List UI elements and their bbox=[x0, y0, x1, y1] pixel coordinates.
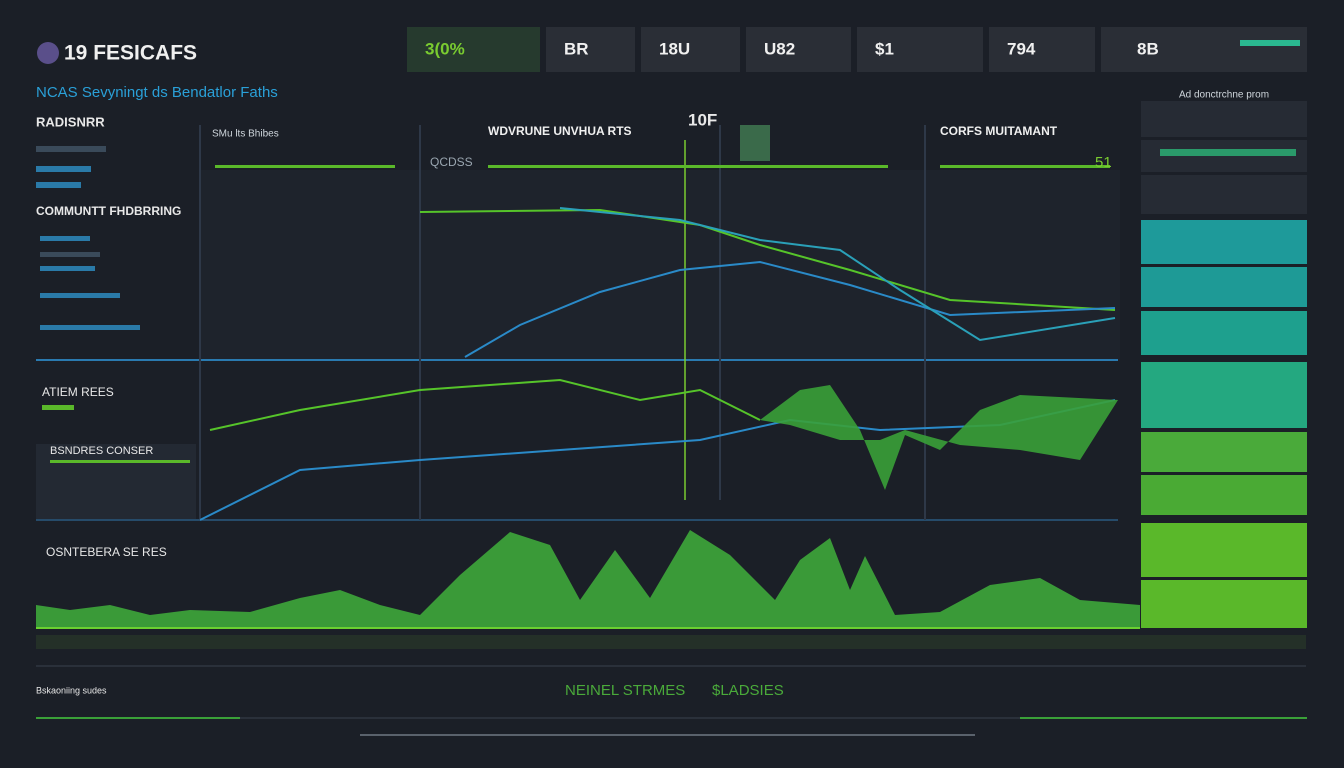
stat-tile bbox=[641, 27, 740, 72]
tile bbox=[1141, 311, 1307, 355]
stat-tile bbox=[407, 27, 540, 72]
placeholder-row bbox=[36, 146, 106, 152]
stat-tile bbox=[857, 27, 983, 72]
stat-value: 3(0% bbox=[425, 39, 465, 58]
subtitle: NCAS Sevyningt ds Bendatlor Faths bbox=[36, 84, 278, 101]
bar-line bbox=[42, 405, 74, 410]
panel-title: RADISNRR bbox=[36, 114, 105, 129]
vertical-guides bbox=[199, 125, 926, 520]
tile bbox=[1141, 432, 1307, 472]
bar-line bbox=[488, 165, 888, 168]
chart-title: WDVRUNE UNVHUA RTS bbox=[488, 124, 632, 138]
footer-label: NEINEL STRMES bbox=[565, 682, 685, 699]
divider bbox=[36, 665, 1306, 667]
bar-line bbox=[940, 165, 1110, 168]
tile bbox=[1141, 101, 1307, 137]
placeholder-row bbox=[40, 293, 120, 298]
area-shape bbox=[36, 530, 1140, 628]
placeholder-row bbox=[40, 236, 90, 241]
chart-value: QCDSS bbox=[430, 155, 473, 169]
footer-label: $LADSIES bbox=[712, 682, 784, 699]
lower-label: BSNDRES CONSER bbox=[50, 445, 153, 457]
badge bbox=[740, 125, 770, 161]
stat-row: 3(0% BR 18U U82 $1 794 8B bbox=[407, 27, 1307, 72]
lower-label: ATIEM REES bbox=[42, 385, 114, 399]
placeholder-row bbox=[36, 182, 81, 188]
bar-line bbox=[50, 460, 190, 463]
logo-icon bbox=[37, 42, 59, 64]
stat-tile bbox=[989, 27, 1095, 72]
tile bbox=[1141, 475, 1307, 515]
lower-label: OSNTEBERA SE RES bbox=[46, 545, 167, 559]
axis-strip bbox=[36, 635, 1306, 649]
stat-tile bbox=[546, 27, 635, 72]
chart-label: SMu lts Bhibes bbox=[212, 129, 279, 140]
trend-line bbox=[209, 378, 761, 431]
stat-value: 794 bbox=[1007, 39, 1036, 58]
stat-value: 18U bbox=[659, 39, 690, 58]
chart-value: 51 bbox=[1095, 154, 1112, 171]
panel-title: Ad donctrchne prom bbox=[1179, 90, 1269, 101]
trend-line bbox=[559, 207, 1116, 342]
tile bbox=[1141, 523, 1307, 577]
chart-value: 10F bbox=[688, 110, 717, 129]
area-shape bbox=[760, 385, 1118, 490]
stat-value: $1 bbox=[875, 39, 894, 58]
stat-bar bbox=[1240, 40, 1300, 46]
stat-value: BR bbox=[564, 39, 589, 58]
tile bbox=[1141, 175, 1307, 214]
trend-line bbox=[419, 208, 1116, 311]
placeholder-row bbox=[40, 325, 140, 330]
section-title: COMMUNTT FHDBRRING bbox=[36, 204, 181, 218]
stat-value: 8B bbox=[1137, 39, 1159, 58]
stat-value: U82 bbox=[764, 39, 795, 58]
chart-panel bbox=[200, 170, 1120, 360]
tile bbox=[1141, 267, 1307, 307]
tile-bar bbox=[1160, 149, 1296, 156]
logo: 19 FESICAFS bbox=[64, 42, 197, 65]
placeholder-row bbox=[36, 166, 91, 172]
placeholder-row bbox=[40, 266, 95, 271]
footer-label: Bskaoniing sudes bbox=[36, 685, 107, 695]
placeholder-row bbox=[40, 252, 100, 257]
sub-panel bbox=[36, 444, 196, 519]
bar-line bbox=[215, 165, 395, 168]
trend-line bbox=[199, 399, 1116, 521]
tile bbox=[1141, 580, 1307, 628]
stat-tile bbox=[746, 27, 851, 72]
chart-title: CORFS MUITAMANT bbox=[940, 124, 1058, 138]
tile bbox=[1141, 220, 1307, 264]
stat-tile bbox=[1101, 27, 1307, 72]
tile bbox=[1141, 362, 1307, 428]
